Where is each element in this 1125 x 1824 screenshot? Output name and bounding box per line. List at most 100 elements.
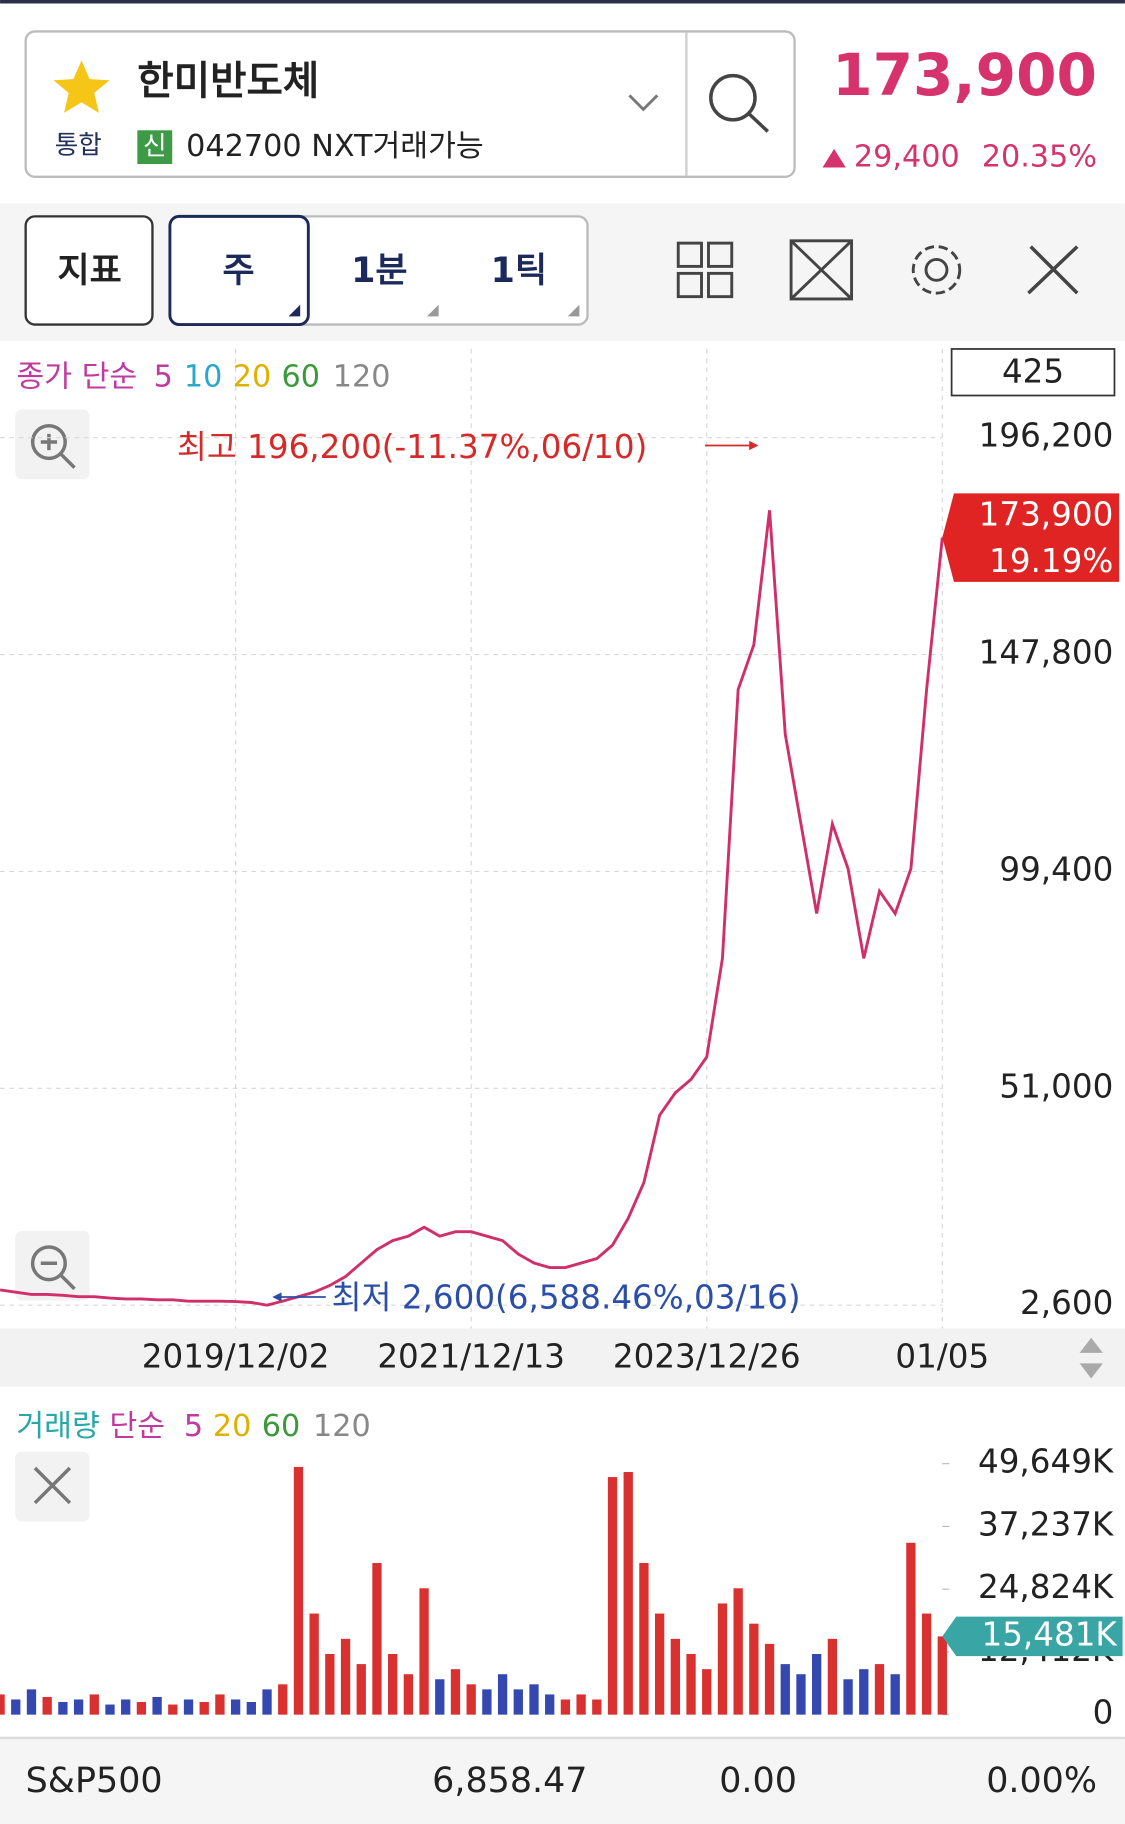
volume-bar — [26, 1689, 37, 1715]
zoom-handle — [59, 1273, 76, 1291]
settings-icon[interactable] — [911, 245, 962, 295]
index-name: S&P500 — [26, 1761, 163, 1801]
indicator-button[interactable] — [24, 215, 154, 326]
stock-name: 한미반도체 — [137, 58, 319, 104]
ma-legend: 5 — [154, 360, 173, 395]
x-tick-label: 2023/12/26 — [613, 1338, 801, 1376]
y-tick-label: 2,600 — [1020, 1284, 1113, 1322]
volume-bar — [215, 1694, 225, 1715]
volume-bar — [670, 1638, 680, 1715]
volume-bar — [183, 1699, 194, 1715]
low-annotation: 최저 2,600(6,588.46%,03/16) — [332, 1278, 801, 1316]
volume-bar — [199, 1702, 209, 1715]
index-value: 6,858.47 — [432, 1761, 587, 1801]
layout-icon[interactable] — [676, 241, 734, 299]
y-tick-label: 24,824K — [978, 1568, 1115, 1606]
low-arrowhead — [272, 1292, 282, 1302]
y-tick-label: 37,237K — [978, 1505, 1115, 1543]
period-week-label: 주 — [222, 251, 254, 291]
count-box[interactable] — [950, 348, 1116, 397]
volume-bar — [497, 1674, 508, 1715]
scroll-up[interactable] — [1079, 1337, 1103, 1353]
y-tick-label: 99,400 — [999, 850, 1113, 888]
volume-bar — [450, 1669, 461, 1715]
indicator-label: 지표 — [58, 251, 122, 291]
y-tick-label: 49,649K — [978, 1443, 1115, 1481]
price-plot: 2,600 51,000 99,400 147,800 196,200 173,900 19… — [0, 348, 1120, 1329]
period-tick-label[interactable]: 1틱 — [491, 251, 547, 291]
volume-bar — [560, 1699, 571, 1715]
y-tick-label: 51,000 — [999, 1067, 1113, 1105]
volume-bar — [796, 1674, 806, 1715]
ma-legend: 120 — [313, 1409, 371, 1444]
price-change: 29,400 — [854, 140, 960, 175]
tools-icon[interactable] — [1027, 245, 1079, 295]
search-icon[interactable] — [709, 73, 757, 122]
fullscreen-icon[interactable] — [789, 239, 854, 301]
volume-bar — [340, 1638, 351, 1715]
volume-bar — [105, 1704, 115, 1715]
dropdown-chevron[interactable] — [628, 94, 659, 112]
high-arrowhead — [749, 440, 759, 451]
volume-bar — [529, 1684, 539, 1715]
zoom-out-icon — [30, 1245, 67, 1282]
zoom-out-button[interactable] — [15, 1230, 90, 1301]
x-tick-label: 2021/12/13 — [377, 1338, 565, 1376]
current-price-flag — [942, 493, 1120, 582]
favorite-star[interactable] — [53, 60, 110, 113]
volume-bar — [482, 1689, 492, 1715]
index-change: 0.00 — [719, 1761, 797, 1801]
credit-label: 신 — [143, 132, 167, 162]
volume-bar — [749, 1623, 759, 1715]
y-tick-label: 0 — [1093, 1694, 1114, 1732]
volume-bar — [89, 1694, 99, 1715]
volume-bar — [843, 1679, 853, 1715]
volume-bar — [356, 1664, 366, 1715]
volume-bar — [435, 1679, 445, 1715]
volume-bar — [702, 1669, 712, 1715]
volume-bar — [136, 1702, 147, 1715]
volume-bar — [921, 1613, 932, 1715]
volume-bar — [812, 1653, 822, 1715]
x-tick-label: 2019/12/02 — [142, 1338, 330, 1376]
period-minute-label[interactable]: 1분 — [351, 251, 407, 291]
volume-bar — [121, 1699, 131, 1715]
ma-legend: 20 — [233, 360, 271, 395]
volume-legend-kind: 단순 — [109, 1409, 165, 1444]
volume-bar — [780, 1664, 790, 1715]
price-line — [0, 510, 944, 1307]
volume-bar — [58, 1702, 68, 1715]
y-tick-label: 196,200 — [979, 417, 1114, 455]
stock-code: 042700 NXT거래가능 — [186, 129, 484, 164]
zoom-in-button[interactable] — [15, 409, 90, 480]
volume-bar — [576, 1694, 586, 1715]
stock-selector[interactable] — [24, 30, 796, 178]
volume-bar — [859, 1669, 869, 1715]
volume-bar — [293, 1466, 304, 1715]
volume-bar — [0, 1694, 5, 1715]
market-label: 통합 — [55, 131, 102, 161]
volume-bar — [717, 1603, 728, 1715]
volume-bar — [42, 1696, 52, 1715]
y-tick-label: 147,800 — [979, 634, 1114, 672]
ma-legend: 120 — [333, 360, 391, 395]
period-week[interactable] — [168, 214, 310, 327]
volume-bar — [890, 1674, 900, 1715]
volume-bar — [733, 1588, 743, 1715]
volume-bar — [764, 1643, 775, 1715]
volume-bar — [607, 1477, 618, 1715]
close-icon — [33, 1466, 72, 1505]
volume-bar — [325, 1653, 335, 1715]
volume-bar — [278, 1684, 288, 1715]
volume-bar — [545, 1694, 555, 1715]
volume-bar — [309, 1613, 319, 1715]
volume-bar — [152, 1696, 162, 1715]
volume-bar — [623, 1472, 633, 1715]
scroll-down[interactable] — [1079, 1363, 1103, 1379]
search-handle — [748, 112, 770, 133]
volume-bar — [906, 1542, 916, 1715]
volume-bar — [639, 1563, 649, 1715]
volume-bar — [654, 1613, 665, 1715]
volume-bar — [513, 1689, 523, 1715]
